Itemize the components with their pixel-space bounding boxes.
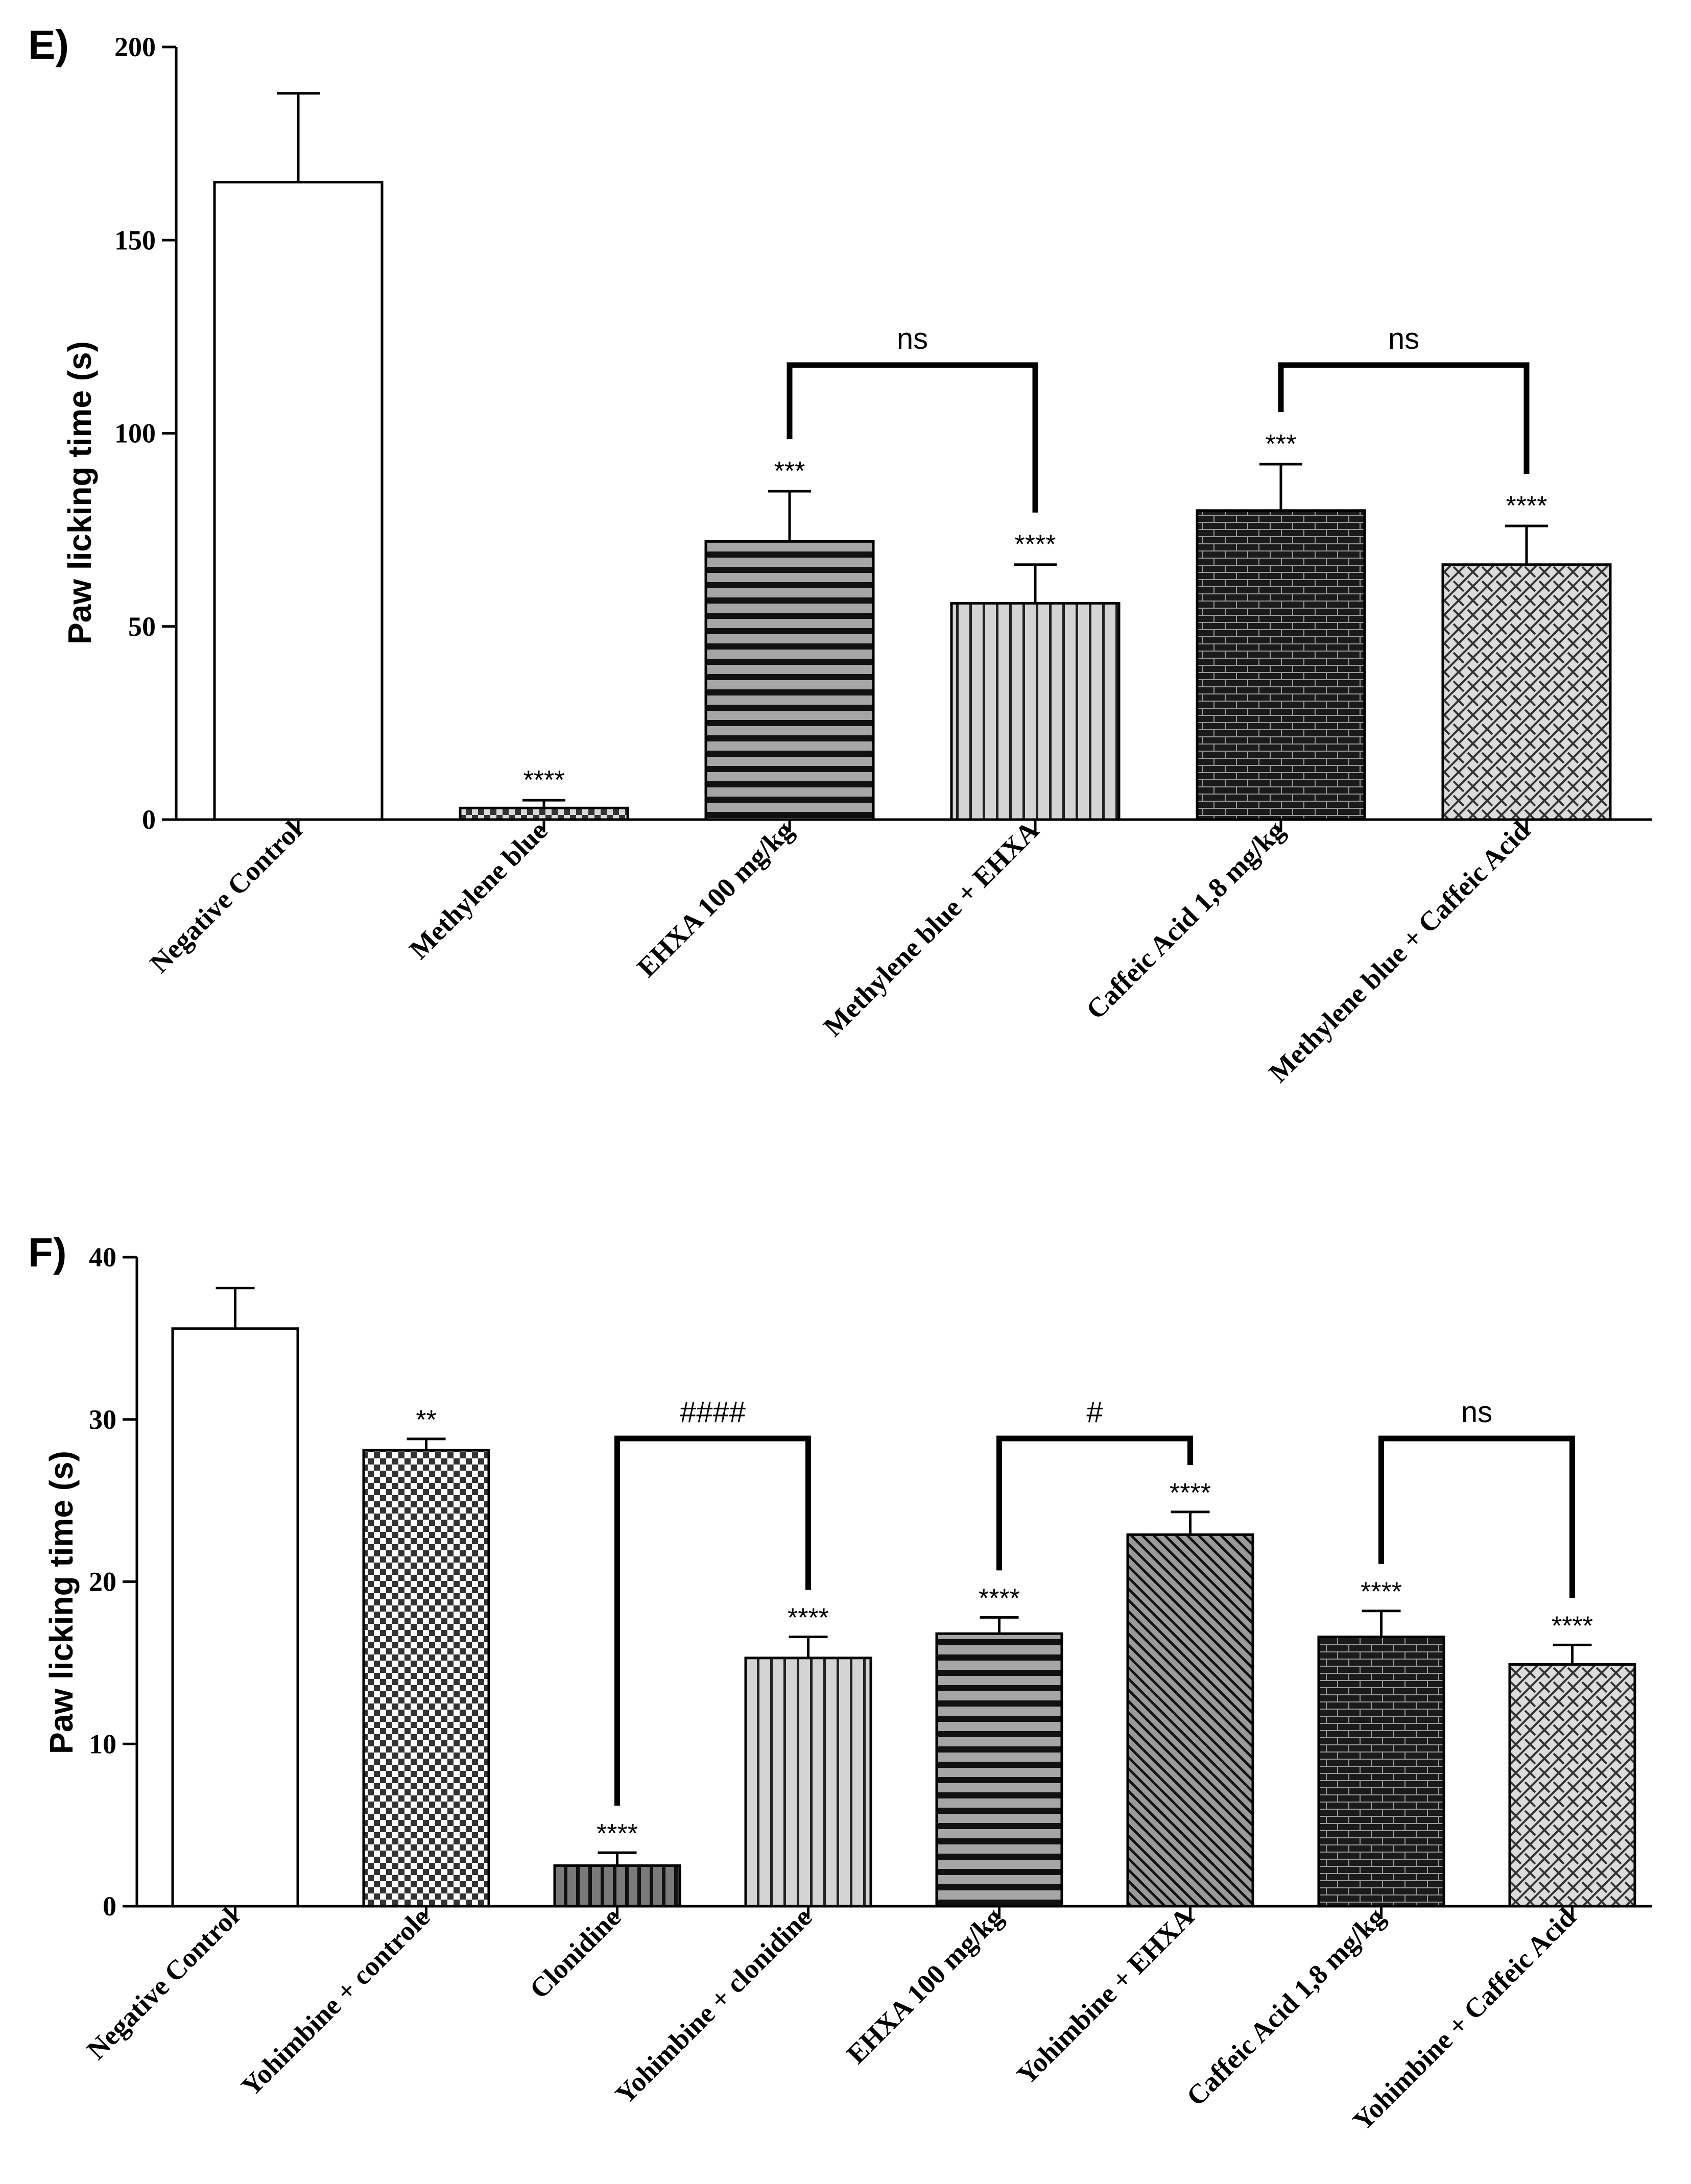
category-label: EHXA 100 mg/kg (841, 1902, 1009, 2070)
category-label: Yohimbine + Caffeic Acid (1347, 1902, 1582, 2137)
panel-e-category-labels: Negative Control Methylene blue EHXA 100 m… (144, 815, 1536, 1088)
bar (704, 540, 875, 821)
comparison-bracket (996, 1435, 1193, 1571)
category-label: Yohimbine + clonidine (609, 1902, 818, 2110)
bar (1441, 563, 1612, 821)
comparison-label: # (1086, 1396, 1103, 1429)
significance-label: **** (979, 1583, 1020, 1613)
bar (950, 602, 1121, 821)
significance-label: **** (1552, 1611, 1593, 1641)
bar (935, 1632, 1063, 1908)
bar (553, 1864, 681, 1908)
category-label: Yohimbine + controle (235, 1902, 436, 2102)
significance-label: **** (1506, 491, 1547, 521)
significance-label: *** (774, 457, 805, 486)
y-tick-label: 30 (89, 1404, 116, 1435)
bar (1126, 1533, 1254, 1908)
category-label: Clonidine (523, 1902, 627, 2005)
significance-label: **** (597, 1819, 638, 1849)
significance-label: **** (523, 765, 565, 795)
y-tick-label: 0 (142, 804, 156, 835)
category-label: Caffeic Acid 1,8 mg/kg (1080, 815, 1291, 1025)
panel-e-bars (213, 181, 1612, 821)
comparison-label: ns (1388, 322, 1419, 355)
y-tick-label: 40 (89, 1242, 116, 1273)
panel-e-error-bars (277, 92, 1548, 808)
category-label: Methylene blue (403, 815, 554, 965)
bar (1196, 509, 1366, 821)
comparison-label: ns (1461, 1396, 1492, 1429)
y-tick-label: 20 (89, 1567, 116, 1597)
panel-f-comparison-brackets: #### # ns (614, 1396, 1575, 1806)
panel-e-y-ticks: 0 50 100 150 200 (114, 32, 176, 835)
panel-f-significance-marks: ************************** (416, 1405, 1593, 1849)
panel-e-significance-marks: ****************** (523, 429, 1547, 795)
panel-e-label: E) (28, 22, 69, 67)
significance-label: **** (1170, 1478, 1211, 1508)
bar (1508, 1663, 1636, 1908)
panel-f-label: F) (28, 1230, 67, 1275)
panel-f-axes (135, 1257, 1652, 1919)
significance-label: ** (416, 1405, 436, 1435)
comparison-bracket (614, 1435, 811, 1806)
panel-e-chart: E) Paw licking time (s) 0 50 100 150 200 ***… (28, 22, 1652, 1088)
bar (362, 1449, 490, 1908)
panel-e-axes (175, 47, 1652, 832)
panel-e-comparison-brackets: ns ns (787, 322, 1530, 513)
significance-label: **** (788, 1603, 829, 1633)
category-label: Yohimbine + EHXA (1011, 1902, 1200, 2091)
significance-label: *** (1266, 429, 1297, 459)
significance-label: **** (1361, 1577, 1402, 1607)
comparison-label: #### (680, 1396, 746, 1429)
y-tick-label: 100 (114, 418, 156, 449)
y-tick-label: 50 (128, 611, 156, 642)
panel-f-y-axis-label: Paw licking time (s) (43, 1451, 80, 1754)
category-label: Methylene blue + Caffeic Acid (1263, 815, 1536, 1088)
y-tick-label: 0 (103, 1891, 116, 1922)
panel-e-y-axis-label: Paw licking time (s) (61, 341, 98, 644)
category-label: Methylene blue + EHXA (818, 815, 1045, 1042)
bar (459, 806, 629, 821)
panel-f-error-bars (216, 1286, 1592, 1866)
bar (171, 1327, 299, 1908)
bar (1317, 1636, 1445, 1908)
significance-label: **** (1015, 530, 1056, 560)
panel-f-y-ticks: 0 10 20 30 40 (89, 1242, 137, 1922)
y-tick-label: 150 (114, 225, 156, 255)
bar (213, 181, 384, 821)
comparison-bracket (1378, 1435, 1575, 1598)
comparison-bracket (787, 362, 1038, 513)
category-label: EHXA 100 mg/kg (631, 815, 799, 983)
bar (744, 1657, 872, 1908)
panel-f-bars (171, 1327, 1636, 1908)
comparison-bracket (1278, 362, 1530, 474)
category-label: Caffeic Acid 1,8 mg/kg (1180, 1902, 1391, 2112)
y-tick-label: 10 (89, 1729, 116, 1759)
category-label: Negative Control (81, 1902, 245, 2066)
comparison-label: ns (897, 322, 928, 355)
y-tick-label: 200 (114, 32, 156, 62)
category-label: Negative Control (144, 815, 308, 979)
